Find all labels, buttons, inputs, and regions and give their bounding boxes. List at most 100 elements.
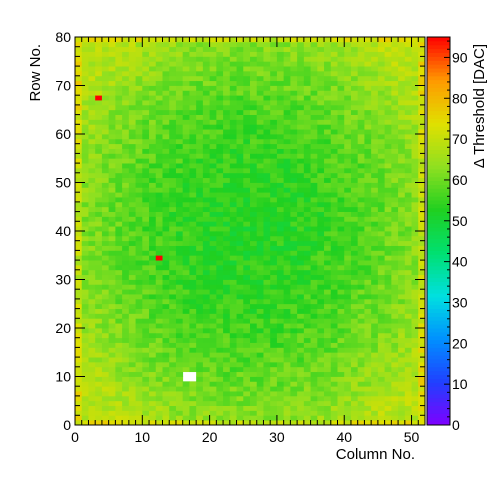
heatmap-cell xyxy=(135,197,143,203)
heatmap-cell xyxy=(209,420,217,426)
heatmap-cell xyxy=(149,61,157,67)
heatmap-cell xyxy=(149,337,157,343)
heatmap-cell xyxy=(310,342,318,348)
heatmap-cell xyxy=(270,279,278,285)
heatmap-cell xyxy=(149,361,157,368)
heatmap-cell xyxy=(122,342,130,348)
heatmap-cell xyxy=(101,211,110,217)
heatmap-cell xyxy=(236,177,244,183)
heatmap-cell xyxy=(223,332,231,339)
heatmap-cell xyxy=(162,182,170,188)
heatmap-cell xyxy=(250,158,258,164)
heatmap-cell xyxy=(175,357,184,363)
heatmap-cell xyxy=(250,381,258,387)
heatmap-cell xyxy=(344,129,352,135)
heatmap-cell xyxy=(101,70,110,77)
heatmap-cell xyxy=(142,163,150,169)
heatmap-cell xyxy=(216,235,224,242)
heatmap-cell xyxy=(75,177,83,183)
heatmap-cell xyxy=(270,129,278,135)
heatmap-cell xyxy=(122,206,130,212)
heatmap-cell xyxy=(162,381,170,387)
heatmap-cell xyxy=(128,187,136,193)
heatmap-cell xyxy=(350,192,359,198)
heatmap-cell xyxy=(337,386,345,392)
heatmap-cell xyxy=(250,134,258,140)
heatmap-cell xyxy=(337,255,345,261)
heatmap-cell xyxy=(142,206,150,212)
heatmap-cell xyxy=(344,298,352,305)
heatmap-cell xyxy=(162,352,170,358)
heatmap-cell xyxy=(357,70,365,77)
heatmap-cell xyxy=(196,250,204,256)
heatmap-cell xyxy=(283,347,291,353)
heatmap-cell xyxy=(283,148,291,154)
heatmap-cell xyxy=(337,148,345,154)
heatmap-cell xyxy=(182,182,190,188)
heatmap-cell xyxy=(236,376,244,382)
heatmap-cell xyxy=(216,366,224,373)
color-scale-segment xyxy=(427,227,450,232)
heatmap-cell xyxy=(101,109,110,115)
heatmap-cell xyxy=(135,114,143,120)
heatmap-cell xyxy=(377,323,386,329)
heatmap-cell xyxy=(135,201,143,208)
heatmap-cell xyxy=(115,90,123,96)
heatmap-cell xyxy=(189,386,197,392)
heatmap-cell xyxy=(202,386,211,392)
heatmap-cell xyxy=(337,250,345,256)
heatmap-cell xyxy=(270,41,278,48)
heatmap-cell xyxy=(182,250,190,256)
heatmap-cell xyxy=(377,226,386,232)
heatmap-cell xyxy=(196,260,204,266)
heatmap-cell xyxy=(270,172,278,179)
heatmap-cell xyxy=(81,391,89,397)
heatmap-cell xyxy=(411,197,419,203)
heatmap-cell xyxy=(391,284,399,290)
heatmap-cell xyxy=(209,109,217,115)
heatmap-cell xyxy=(202,56,211,62)
heatmap-cell xyxy=(189,352,197,358)
heatmap-cell xyxy=(357,153,365,159)
heatmap-cell xyxy=(108,313,116,319)
heatmap-cell xyxy=(169,51,177,57)
heatmap-cell xyxy=(236,56,244,62)
heatmap-cell xyxy=(101,158,110,164)
color-scale-segment xyxy=(427,359,450,364)
heatmap-cell xyxy=(75,260,83,266)
heatmap-cell xyxy=(357,129,365,135)
heatmap-cell xyxy=(337,323,345,329)
heatmap-cell xyxy=(122,298,130,305)
heatmap-cell xyxy=(391,206,399,212)
heatmap-cell xyxy=(310,231,318,237)
heatmap-cell xyxy=(95,124,103,130)
heatmap-cell xyxy=(75,318,83,324)
heatmap-cell xyxy=(297,56,305,62)
heatmap-cell xyxy=(404,410,412,416)
heatmap-cell xyxy=(270,51,278,57)
heatmap-cell xyxy=(391,313,399,319)
heatmap-cell xyxy=(256,85,264,91)
heatmap-cell xyxy=(256,153,264,159)
color-scale-segment xyxy=(427,409,450,414)
heatmap-cell xyxy=(149,129,157,135)
heatmap-cell xyxy=(209,264,217,271)
heatmap-cell xyxy=(398,357,406,363)
heatmap-cell xyxy=(128,56,136,62)
heatmap-cell xyxy=(270,221,278,227)
heatmap-cell xyxy=(88,284,96,290)
heatmap-cell xyxy=(290,400,298,406)
heatmap-cell xyxy=(175,172,184,179)
heatmap-cell xyxy=(189,182,197,188)
heatmap-cell xyxy=(364,269,372,276)
heatmap-cell xyxy=(418,395,426,402)
heatmap-cell xyxy=(337,201,345,208)
heatmap-cell xyxy=(344,386,352,392)
heatmap-cell xyxy=(169,391,177,397)
heatmap-cell xyxy=(404,352,412,358)
heatmap-cell xyxy=(398,313,406,319)
heatmap-cell xyxy=(324,303,332,309)
heatmap-cell xyxy=(324,172,332,179)
heatmap-cell xyxy=(377,201,386,208)
color-scale-segment xyxy=(427,137,450,143)
